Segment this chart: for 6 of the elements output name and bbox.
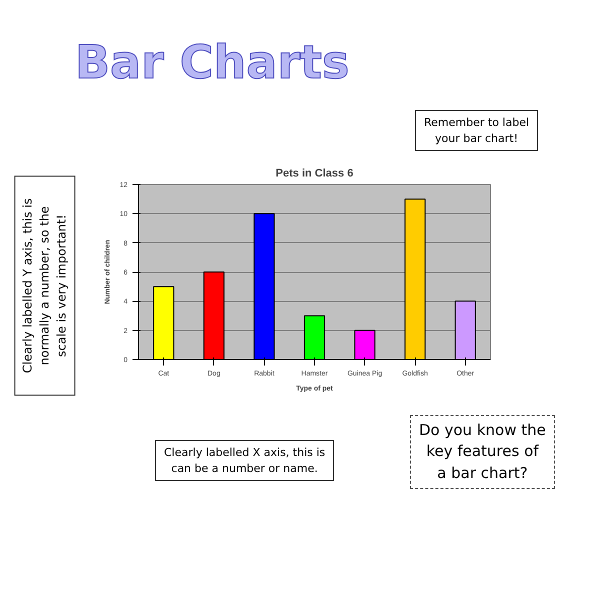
text: Do you know the key features of a bar chart? — [410, 415, 555, 490]
text: Remember to label your bar chart! — [415, 110, 538, 152]
text: Bar Charts — [75, 34, 350, 91]
text: Clearly labelled X axis, this is can be a number or name. — [155, 440, 334, 482]
chart-title: Pets in Class 6 — [276, 168, 354, 180]
text: Clearly labelled Y axis, this is normally a number, so the scale is very important! — [14, 176, 76, 396]
